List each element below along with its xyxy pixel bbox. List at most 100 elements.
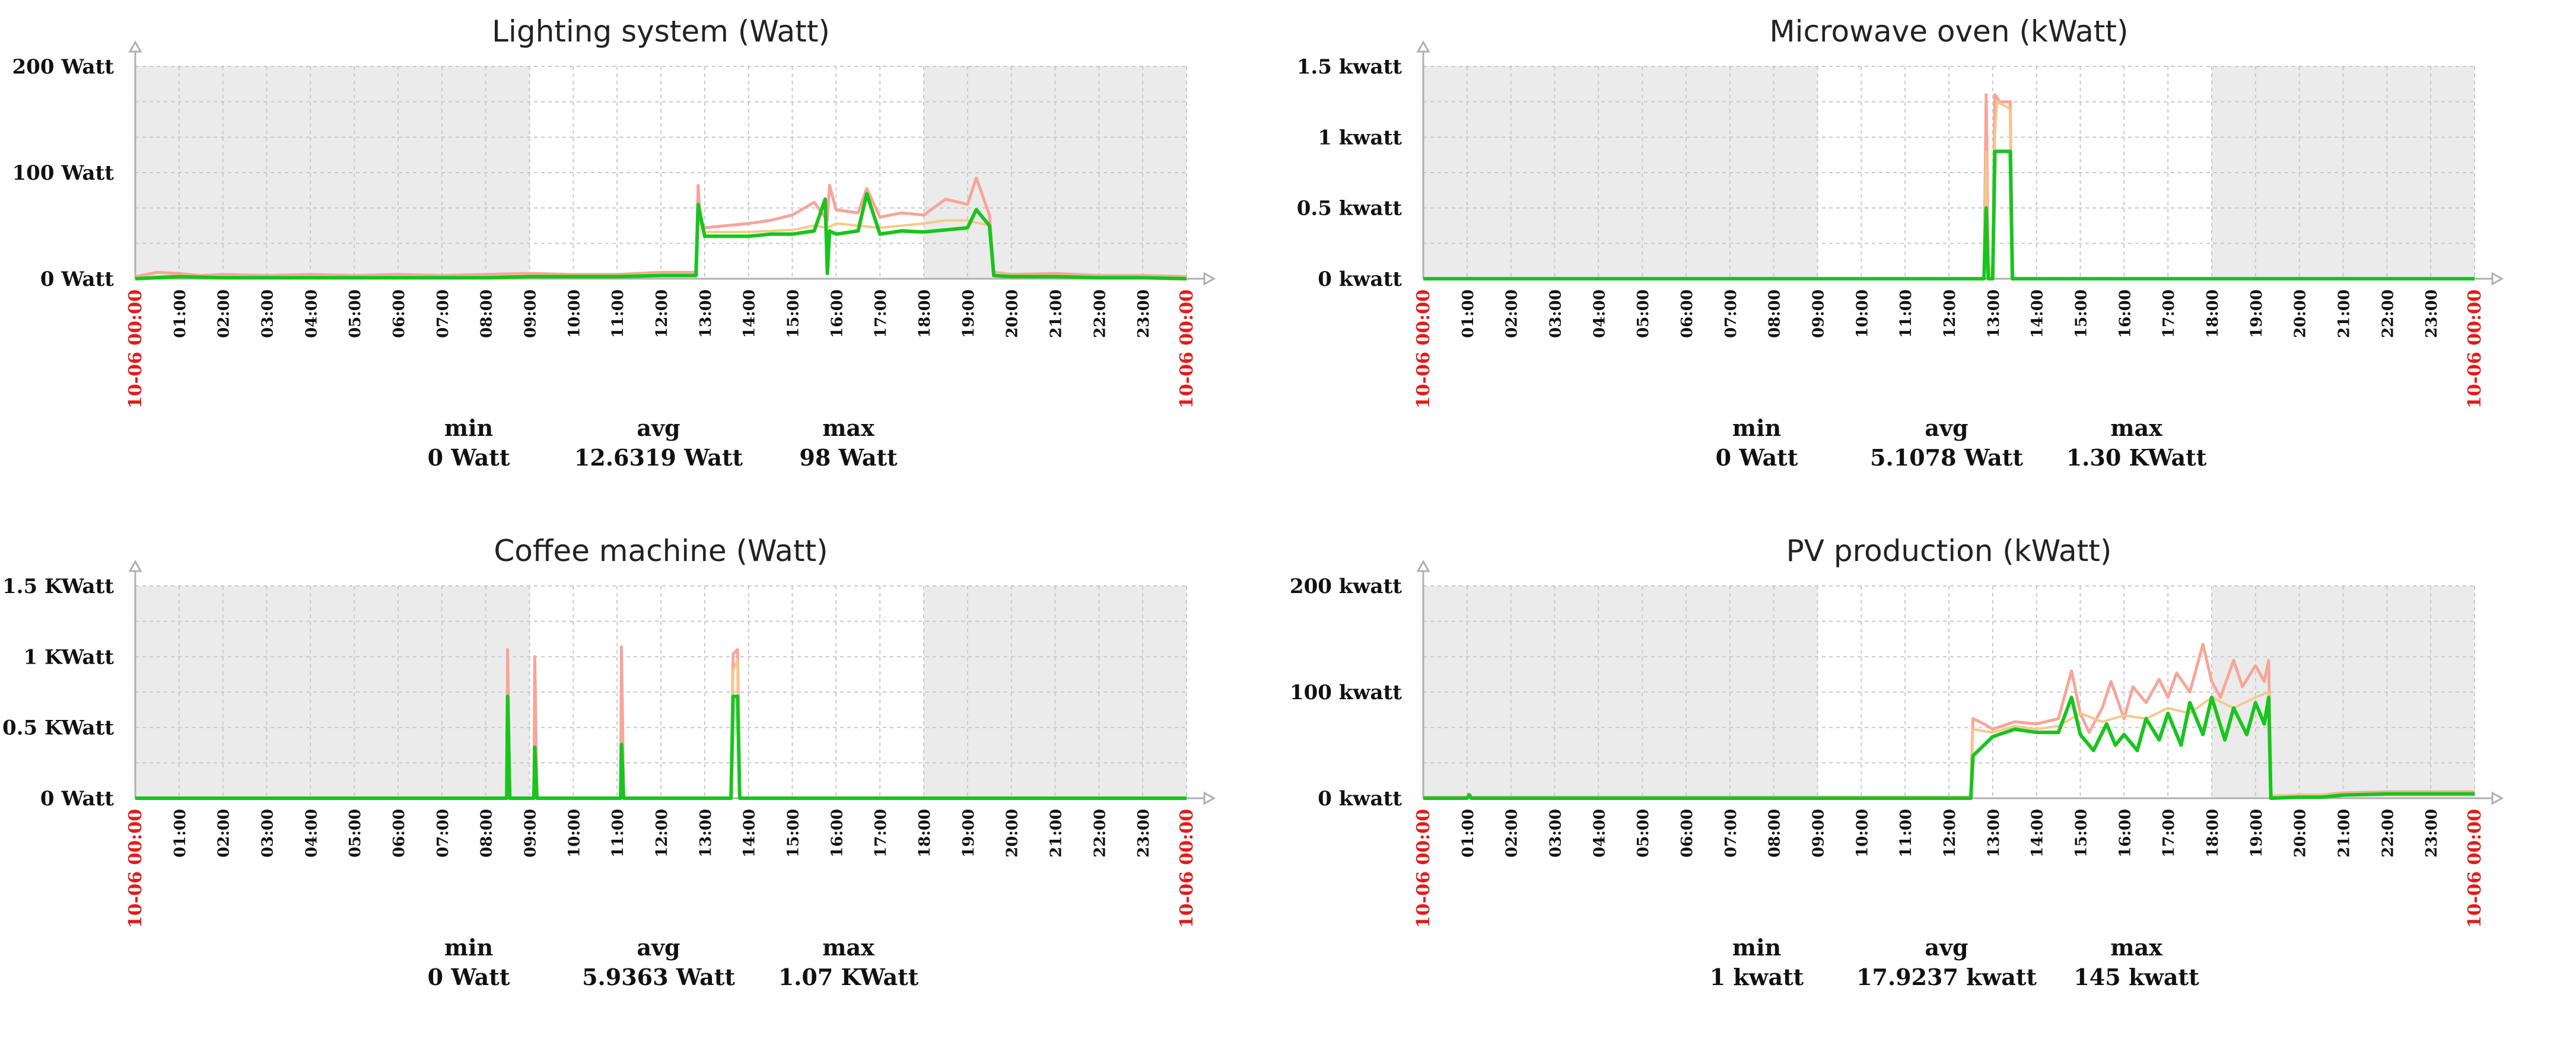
stat-value-max: 98 Watt bbox=[799, 444, 898, 471]
x-tick-label: 13:00 bbox=[1985, 809, 2003, 858]
x-tick-label-date: 10-06 00:00 bbox=[125, 289, 146, 409]
x-tick-label: 22:00 bbox=[1091, 289, 1109, 338]
stat-value-avg: 17.9237 kwatt bbox=[1856, 964, 2037, 990]
x-tick-label: 07:00 bbox=[1722, 289, 1740, 338]
x-tick-label: 01:00 bbox=[1459, 289, 1477, 338]
stat-label-max: max bbox=[822, 934, 874, 961]
x-tick-label: 23:00 bbox=[1135, 809, 1153, 858]
x-tick-label: 08:00 bbox=[1766, 289, 1784, 338]
stat-label-min: min bbox=[444, 415, 493, 441]
x-tick-label: 15:00 bbox=[785, 289, 803, 338]
x-tick-label-date: 10-06 00:00 bbox=[2464, 809, 2485, 928]
chart-svg: Lighting system (Watt) 0 Watt 100 Watt 200 … bbox=[12, 14, 1216, 471]
y-tick-label: 0 kwatt bbox=[1318, 787, 1402, 811]
x-tick-label: 04:00 bbox=[1591, 289, 1608, 338]
x-tick-label: 17:00 bbox=[872, 289, 890, 338]
x-axis-arrow bbox=[2491, 791, 2504, 805]
x-tick-label: 07:00 bbox=[434, 809, 452, 858]
x-tick-label: 02:00 bbox=[1503, 809, 1521, 858]
x-tick-label-date: 10-06 00:00 bbox=[1413, 289, 1434, 409]
stat-label-max: max bbox=[822, 415, 874, 441]
x-tick-label: 10:00 bbox=[1853, 809, 1871, 858]
x-tick-label: 10:00 bbox=[565, 289, 583, 338]
x-tick-label: 04:00 bbox=[303, 289, 320, 338]
x-tick-label: 22:00 bbox=[1091, 809, 1109, 858]
x-tick-label: 18:00 bbox=[916, 289, 934, 338]
stat-value-min: 1 kwatt bbox=[1710, 964, 1804, 990]
x-tick-label: 19:00 bbox=[960, 289, 978, 338]
x-axis-arrow bbox=[1203, 272, 1216, 286]
x-tick-label: 21:00 bbox=[2336, 809, 2354, 858]
x-tick-label: 20:00 bbox=[2292, 289, 2310, 338]
stat-value-max: 1.07 KWatt bbox=[778, 964, 919, 990]
x-tick-label: 08:00 bbox=[1766, 809, 1784, 858]
x-tick-label: 08:00 bbox=[478, 809, 496, 858]
x-tick-label: 11:00 bbox=[1897, 809, 1915, 858]
y-tick-label: 0 Watt bbox=[40, 267, 114, 291]
x-tick-label: 07:00 bbox=[1722, 809, 1740, 858]
stat-label-avg: avg bbox=[1925, 415, 1968, 441]
x-tick-label: 18:00 bbox=[916, 809, 934, 858]
x-tick-label: 16:00 bbox=[2116, 809, 2134, 858]
chart-pv-production: PV production (kWatt) 0 kwatt 100 kwatt 200… bbox=[1288, 520, 2576, 1039]
y-axis-arrow bbox=[128, 559, 142, 572]
x-tick-label: 05:00 bbox=[1634, 809, 1652, 858]
series-line-min bbox=[135, 192, 1187, 281]
x-tick-label: 05:00 bbox=[1634, 289, 1652, 338]
chart-title: Microwave oven (kWatt) bbox=[1770, 14, 2129, 49]
stat-value-min: 0 Watt bbox=[428, 444, 510, 471]
stat-label-avg: avg bbox=[637, 415, 680, 441]
x-tick-label: 07:00 bbox=[434, 289, 452, 338]
stat-value-avg: 5.1078 Watt bbox=[1870, 444, 2023, 471]
x-axis-arrow bbox=[2491, 272, 2504, 286]
x-tick-label: 06:00 bbox=[1678, 289, 1696, 338]
chart-title: Coffee machine (Watt) bbox=[494, 534, 828, 568]
y-tick-label: 1.5 KWatt bbox=[2, 575, 114, 598]
x-tick-label: 09:00 bbox=[1810, 289, 1828, 338]
y-axis-arrow bbox=[128, 40, 142, 53]
series-line-avg bbox=[1423, 691, 2475, 799]
stat-value-min: 0 Watt bbox=[1716, 444, 1798, 471]
x-tick-label: 21:00 bbox=[1048, 289, 1066, 338]
y-tick-label: 0.5 KWatt bbox=[2, 716, 114, 740]
stat-label-min: min bbox=[1732, 934, 1781, 961]
stat-value-avg: 12.6319 Watt bbox=[574, 444, 743, 471]
chart-coffee-machine: Coffee machine (Watt) 0 Watt 0.5 KWatt 1 KW… bbox=[0, 520, 1288, 1039]
x-tick-label: 18:00 bbox=[2204, 809, 2222, 858]
x-tick-label: 19:00 bbox=[2248, 289, 2266, 338]
x-tick-label: 11:00 bbox=[1897, 289, 1915, 338]
x-tick-label: 23:00 bbox=[2423, 289, 2441, 338]
x-tick-label: 06:00 bbox=[390, 289, 408, 338]
x-tick-label: 21:00 bbox=[2336, 289, 2354, 338]
chart-svg: Microwave oven (kWatt) 0 kwatt 0.5 kwatt 1 … bbox=[1297, 14, 2504, 471]
x-tick-label: 12:00 bbox=[653, 289, 671, 338]
x-tick-label: 09:00 bbox=[522, 809, 540, 858]
x-tick-label: 15:00 bbox=[2073, 289, 2091, 338]
chart-svg: Coffee machine (Watt) 0 Watt 0.5 KWatt 1 KW… bbox=[2, 534, 1216, 990]
x-tick-label: 21:00 bbox=[1048, 809, 1066, 858]
x-tick-label: 20:00 bbox=[2292, 809, 2310, 858]
x-tick-label: 02:00 bbox=[215, 289, 233, 338]
y-axis-arrow bbox=[1416, 40, 1430, 53]
x-tick-label: 15:00 bbox=[2073, 809, 2091, 858]
y-tick-label: 200 Watt bbox=[12, 55, 115, 79]
x-tick-label: 16:00 bbox=[828, 809, 846, 858]
series-line-min bbox=[135, 694, 1187, 800]
stat-value-avg: 5.9363 Watt bbox=[582, 964, 735, 990]
x-tick-label: 23:00 bbox=[1135, 289, 1153, 338]
x-axis-arrow bbox=[1203, 791, 1216, 805]
stat-label-avg: avg bbox=[1925, 934, 1968, 961]
x-tick-label-date: 10-06 00:00 bbox=[1176, 289, 1197, 409]
x-tick-label-date: 10-06 00:00 bbox=[1176, 809, 1197, 928]
x-tick-label: 03:00 bbox=[1547, 809, 1565, 858]
x-tick-label: 04:00 bbox=[303, 809, 320, 858]
x-tick-label: 12:00 bbox=[1941, 289, 1959, 338]
x-tick-label: 15:00 bbox=[785, 809, 803, 858]
y-tick-label: 100 Watt bbox=[12, 161, 115, 185]
x-tick-label: 10:00 bbox=[1853, 289, 1871, 338]
series-line-max bbox=[135, 176, 1187, 278]
x-tick-label: 02:00 bbox=[215, 809, 233, 858]
x-tick-label: 17:00 bbox=[2160, 289, 2178, 338]
x-tick-label: 20:00 bbox=[1004, 289, 1022, 338]
x-tick-label: 05:00 bbox=[346, 809, 364, 858]
